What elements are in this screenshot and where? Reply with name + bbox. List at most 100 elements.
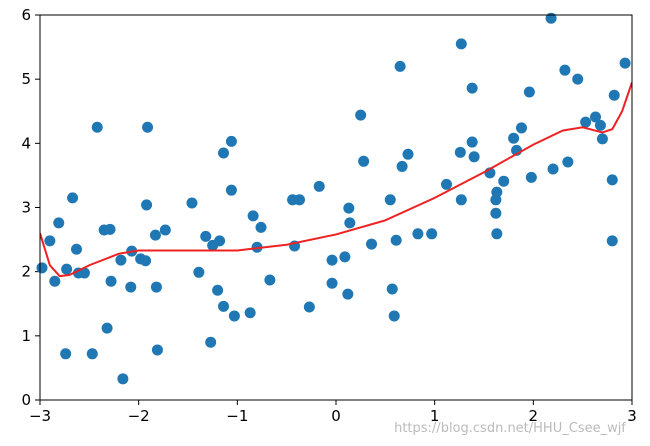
point xyxy=(104,223,116,235)
point xyxy=(572,73,584,85)
point xyxy=(455,194,467,206)
point xyxy=(117,373,129,385)
point xyxy=(264,274,276,286)
point xyxy=(562,156,574,168)
point xyxy=(545,12,557,24)
point xyxy=(619,57,631,69)
point xyxy=(466,82,478,94)
y-tick-label: 3 xyxy=(21,199,31,217)
y-tick-label: 0 xyxy=(21,391,31,409)
y-tick-label: 6 xyxy=(21,6,31,24)
x-tick-label: −3 xyxy=(29,407,51,425)
point xyxy=(491,228,503,240)
point xyxy=(468,151,480,163)
x-tick-label: 1 xyxy=(430,407,440,425)
point xyxy=(394,60,406,72)
point xyxy=(149,229,161,241)
point xyxy=(125,281,137,293)
x-tick-label: −1 xyxy=(226,407,248,425)
point xyxy=(426,228,438,240)
point xyxy=(396,160,408,172)
point xyxy=(91,121,103,133)
point xyxy=(67,192,79,204)
point xyxy=(44,235,56,247)
point xyxy=(523,86,535,98)
point xyxy=(343,202,355,214)
point xyxy=(386,283,398,295)
point xyxy=(355,109,367,121)
point xyxy=(594,119,606,131)
point xyxy=(141,199,153,211)
point xyxy=(36,262,48,274)
point xyxy=(105,275,117,287)
point xyxy=(255,221,267,233)
point xyxy=(515,122,527,134)
point xyxy=(218,300,230,312)
point xyxy=(606,174,618,186)
point xyxy=(402,148,414,160)
point xyxy=(358,155,370,167)
point xyxy=(313,180,325,192)
point xyxy=(293,194,305,206)
point xyxy=(86,348,98,360)
point xyxy=(441,178,453,190)
point xyxy=(596,133,608,145)
point xyxy=(326,277,338,289)
y-tick-label: 4 xyxy=(21,134,31,152)
point xyxy=(412,228,424,240)
point xyxy=(142,121,154,133)
point xyxy=(559,64,571,76)
point xyxy=(580,116,592,128)
point xyxy=(60,348,72,360)
point xyxy=(200,230,212,242)
point xyxy=(244,307,256,319)
point xyxy=(525,171,537,183)
point xyxy=(606,235,618,247)
point xyxy=(115,254,127,266)
point xyxy=(225,135,237,147)
point xyxy=(218,147,230,159)
x-tick-label: 3 xyxy=(627,407,637,425)
watermark: https://blog.csdn.net/HHU_Csee_wjf xyxy=(394,421,626,436)
point xyxy=(228,310,240,322)
point xyxy=(212,284,224,296)
point xyxy=(455,38,467,50)
point xyxy=(491,186,503,198)
point xyxy=(71,243,83,255)
point xyxy=(193,266,205,278)
point xyxy=(388,310,400,322)
point xyxy=(150,281,162,293)
point xyxy=(498,175,510,187)
y-tick-label: 5 xyxy=(21,70,31,88)
point xyxy=(508,132,520,144)
point xyxy=(214,235,226,247)
point xyxy=(303,301,315,313)
point xyxy=(344,217,356,229)
point xyxy=(342,288,354,300)
point xyxy=(589,111,601,123)
point xyxy=(454,146,466,158)
point xyxy=(339,251,351,263)
point xyxy=(101,322,113,334)
y-tick-label: 2 xyxy=(21,263,31,281)
plot-frame xyxy=(39,14,633,401)
point xyxy=(608,89,620,101)
point xyxy=(366,238,378,250)
point xyxy=(384,194,396,206)
point xyxy=(390,234,402,246)
fit-line xyxy=(40,82,632,278)
point xyxy=(326,254,338,266)
x-tick-label: 2 xyxy=(529,407,539,425)
point xyxy=(247,210,259,222)
y-tick-label: 1 xyxy=(21,327,31,345)
point xyxy=(225,184,237,196)
point xyxy=(61,263,73,275)
point xyxy=(53,217,65,229)
point xyxy=(78,267,90,279)
x-tick-label: −2 xyxy=(128,407,150,425)
point xyxy=(140,255,152,267)
point xyxy=(49,275,61,287)
point xyxy=(186,197,198,209)
point xyxy=(466,136,478,148)
point xyxy=(159,224,171,236)
